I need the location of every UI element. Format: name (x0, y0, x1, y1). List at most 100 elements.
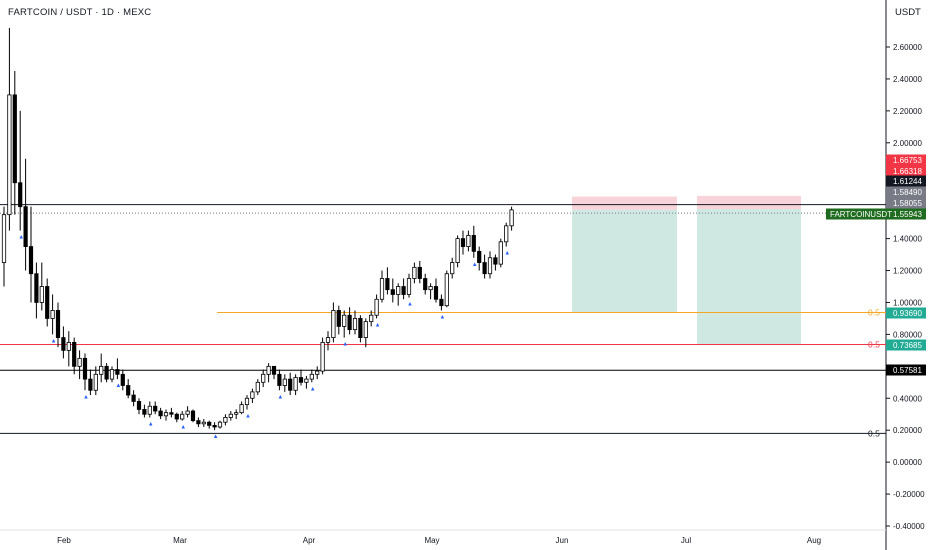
candle-body[interactable] (158, 410, 163, 417)
candle-body[interactable] (255, 381, 260, 393)
candle-body[interactable] (417, 266, 422, 279)
candle-body[interactable] (369, 314, 374, 323)
candle-body[interactable] (126, 385, 131, 396)
candle-body[interactable] (50, 310, 55, 319)
candle-body[interactable] (250, 391, 255, 399)
candle-body[interactable] (104, 365, 109, 380)
candle-body[interactable] (433, 286, 439, 300)
price-tag[interactable] (886, 208, 926, 220)
candle-body[interactable] (39, 286, 44, 303)
candle-body[interactable] (460, 238, 466, 247)
candle-body[interactable] (466, 235, 471, 247)
candle-body[interactable] (374, 298, 379, 316)
price-tag[interactable] (886, 364, 926, 376)
take-profit-zone[interactable] (572, 209, 677, 313)
candle-body[interactable] (109, 369, 115, 380)
candle-body[interactable] (336, 310, 341, 327)
candle-body[interactable] (174, 413, 179, 420)
candle-body[interactable] (12, 94, 17, 184)
candle-body[interactable] (347, 314, 352, 331)
candle-body[interactable] (385, 278, 390, 291)
candle-body[interactable] (406, 278, 412, 295)
candle-body[interactable] (88, 378, 93, 391)
price-tag[interactable] (886, 154, 926, 166)
take-profit-zone[interactable] (697, 209, 801, 345)
candle-body[interactable] (190, 410, 196, 422)
candle-body[interactable] (261, 373, 266, 383)
candle-body[interactable] (509, 209, 514, 227)
candle-body[interactable] (293, 377, 298, 391)
candle-body[interactable] (169, 412, 174, 415)
candle-body[interactable] (234, 412, 239, 415)
candle-body[interactable] (207, 421, 212, 426)
candle-body[interactable] (82, 357, 88, 380)
candle-body[interactable] (120, 373, 125, 386)
candle-body[interactable] (288, 378, 293, 391)
candle-body[interactable] (325, 337, 331, 343)
candle-body[interactable] (282, 378, 287, 386)
candle-body[interactable] (471, 235, 476, 252)
ticker-badge[interactable] (826, 208, 886, 220)
candle-body[interactable] (504, 225, 509, 243)
candle-body[interactable] (309, 373, 314, 380)
candle-body[interactable] (18, 182, 23, 208)
candle-body[interactable] (277, 373, 282, 386)
candle-body[interactable] (487, 257, 493, 275)
candle-body[interactable] (23, 206, 28, 247)
candle-body[interactable] (147, 405, 152, 415)
candle-body[interactable] (217, 421, 223, 428)
candle-body[interactable] (223, 417, 228, 423)
candle-body[interactable] (493, 257, 498, 265)
candle-body[interactable] (482, 262, 487, 275)
candle-body[interactable] (45, 286, 50, 319)
price-tag[interactable] (886, 307, 926, 319)
candle-body[interactable] (196, 420, 201, 425)
candle-body[interactable] (439, 298, 444, 307)
candle-body[interactable] (28, 246, 34, 275)
candle-body[interactable] (477, 250, 482, 263)
candle-body[interactable] (153, 405, 158, 412)
candle-body[interactable] (212, 425, 217, 428)
candle-body[interactable] (66, 341, 71, 351)
candle-body[interactable] (185, 410, 190, 415)
candle-body[interactable] (396, 286, 401, 295)
price-tag[interactable] (886, 165, 926, 177)
candle-body[interactable] (239, 404, 244, 414)
candle-body[interactable] (320, 341, 325, 372)
candle-body[interactable] (136, 401, 142, 410)
candle-body[interactable] (358, 318, 363, 338)
candle-body[interactable] (55, 310, 61, 338)
candle-body[interactable] (266, 365, 271, 375)
candle-body[interactable] (379, 278, 385, 300)
candle-body[interactable] (428, 286, 433, 291)
candle-body[interactable] (352, 318, 358, 331)
candle-body[interactable] (93, 373, 98, 391)
candle-body[interactable] (450, 262, 455, 275)
candle-body[interactable] (444, 273, 449, 307)
candle-body[interactable] (390, 289, 395, 295)
candle-body[interactable] (115, 369, 120, 375)
price-tag[interactable] (886, 175, 926, 187)
candle-body[interactable] (363, 321, 368, 338)
candle-body[interactable] (315, 370, 320, 375)
candle-body[interactable] (304, 378, 309, 383)
candle-body[interactable] (77, 357, 82, 367)
candle-body[interactable] (298, 377, 304, 383)
candle-body[interactable] (455, 238, 460, 263)
price-tag[interactable] (886, 186, 926, 198)
candle-body[interactable] (61, 337, 66, 351)
candle-body[interactable] (7, 94, 12, 216)
candle-body[interactable] (244, 397, 250, 406)
candle-body[interactable] (163, 412, 169, 417)
candle-body[interactable] (131, 394, 136, 402)
candle-body[interactable] (1, 214, 7, 263)
price-tag[interactable] (886, 197, 926, 209)
candle-body[interactable] (201, 421, 206, 425)
candle-body[interactable] (228, 413, 233, 418)
candle-body[interactable] (423, 278, 428, 291)
candle-body[interactable] (331, 310, 336, 338)
candle-body[interactable] (34, 273, 39, 303)
price-tag[interactable] (886, 339, 926, 351)
candle-body[interactable] (72, 341, 77, 367)
stop-loss-zone[interactable] (572, 196, 677, 210)
